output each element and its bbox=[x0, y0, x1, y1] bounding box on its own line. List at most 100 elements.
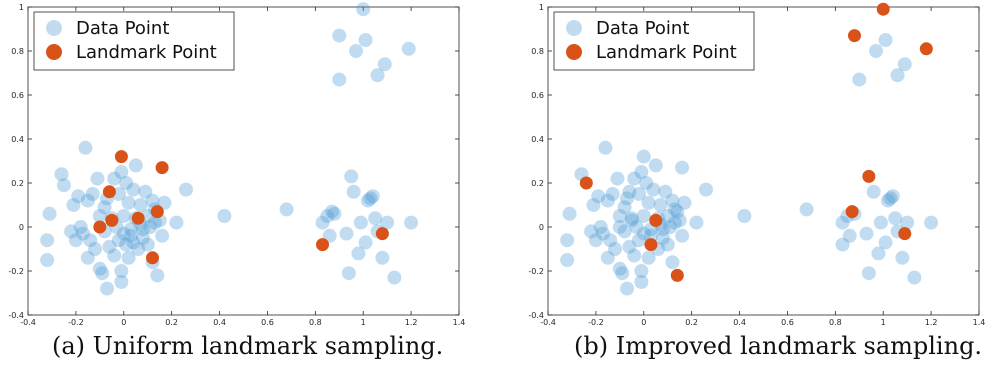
data-point-marker bbox=[612, 220, 627, 234]
x-tick-label: 1.4 bbox=[453, 318, 466, 327]
data-point-marker bbox=[600, 193, 615, 208]
data-point-marker bbox=[114, 165, 129, 179]
data-point-marker bbox=[54, 167, 69, 182]
landmark-point-marker bbox=[375, 227, 389, 241]
x-tick-label: 0.6 bbox=[261, 318, 274, 327]
data-point-marker bbox=[387, 270, 402, 285]
x-tick-label: -0.2 bbox=[588, 318, 604, 327]
landmark-point-marker bbox=[102, 185, 116, 199]
data-point-marker bbox=[861, 266, 876, 281]
data-point-marker bbox=[339, 226, 354, 241]
x-tick-label: 0.4 bbox=[733, 318, 746, 327]
data-point-marker bbox=[852, 72, 867, 87]
series-landmark-points bbox=[579, 2, 933, 282]
data-point-marker bbox=[90, 171, 105, 186]
data-point-marker bbox=[325, 204, 340, 219]
scatter-panel-a: -0.4 -0.2 0 0.2 0.4 0.6 0.8 1 1.2 1.4 -0.4 -0.2 0 0.2… bbox=[0, 0, 468, 334]
data-point-marker bbox=[123, 228, 138, 243]
data-point-marker bbox=[332, 72, 347, 87]
data-point-marker bbox=[126, 235, 141, 250]
data-point-marker bbox=[560, 253, 575, 267]
y-tick-label: 0.8 bbox=[531, 47, 544, 56]
landmark-point-marker bbox=[155, 161, 169, 175]
x-tick-label: 0.2 bbox=[685, 318, 698, 327]
data-point-marker bbox=[68, 233, 83, 248]
data-point-marker bbox=[83, 233, 98, 248]
x-tick-label: 0.4 bbox=[213, 318, 226, 327]
landmark-point-marker bbox=[146, 251, 160, 265]
data-point-marker bbox=[653, 198, 668, 212]
scatter-panel-b: -0.4 -0.2 0 0.2 0.4 0.6 0.8 1 1.2 1.4 -0.4 -0.2 0 0.2… bbox=[520, 0, 988, 334]
data-point-marker bbox=[102, 239, 117, 254]
data-point-marker bbox=[842, 228, 857, 243]
legend-marker bbox=[566, 44, 582, 60]
data-point-marker bbox=[71, 189, 86, 204]
data-point-marker bbox=[663, 220, 678, 234]
landmark-point-marker bbox=[93, 220, 107, 234]
legend-marker bbox=[46, 20, 62, 36]
data-point-marker bbox=[351, 246, 366, 261]
x-tick-label: 0 bbox=[121, 318, 126, 327]
landmark-point-marker bbox=[644, 238, 658, 252]
landmark-point-marker bbox=[579, 176, 593, 190]
data-point-marker bbox=[358, 33, 373, 47]
y-tick-label: 0.6 bbox=[531, 91, 544, 100]
data-point-marker bbox=[667, 202, 682, 217]
data-point-marker bbox=[658, 184, 673, 199]
data-point-marker bbox=[665, 255, 680, 270]
data-point-marker bbox=[85, 187, 100, 201]
data-point-marker bbox=[660, 209, 675, 223]
data-point-marker bbox=[608, 242, 623, 256]
data-point-marker bbox=[363, 191, 378, 206]
x-tick-label: -0.4 bbox=[20, 318, 36, 327]
data-point-marker bbox=[639, 176, 654, 190]
data-point-marker bbox=[126, 182, 141, 197]
data-point-marker bbox=[80, 193, 95, 208]
data-point-marker bbox=[593, 220, 608, 234]
x-tick-label: 1.4 bbox=[973, 318, 986, 327]
data-point-marker bbox=[627, 171, 642, 186]
data-point-marker bbox=[835, 237, 850, 252]
landmark-point-marker bbox=[105, 213, 119, 227]
y-tick-label: 0.4 bbox=[11, 135, 24, 144]
data-point-marker bbox=[123, 222, 138, 237]
data-point-marker bbox=[588, 233, 603, 248]
data-point-marker bbox=[114, 275, 129, 289]
data-point-marker bbox=[320, 209, 335, 223]
legend-marker bbox=[46, 44, 62, 60]
data-point-marker bbox=[73, 220, 88, 234]
data-point-marker bbox=[699, 182, 714, 197]
data-point-marker bbox=[612, 261, 627, 276]
data-point-marker bbox=[634, 264, 649, 278]
data-point-marker bbox=[64, 224, 79, 239]
data-point-marker bbox=[88, 242, 103, 256]
x-tick-label: 1 bbox=[361, 318, 366, 327]
data-point-marker bbox=[670, 204, 685, 219]
data-point-marker bbox=[121, 250, 136, 265]
data-point-marker bbox=[878, 33, 893, 47]
landmark-point-marker bbox=[919, 42, 933, 56]
data-point-marker bbox=[631, 233, 646, 248]
data-point-marker bbox=[627, 248, 642, 263]
y-tick-label: 0.6 bbox=[11, 91, 24, 100]
data-point-marker bbox=[353, 215, 368, 230]
data-point-marker bbox=[596, 226, 611, 241]
data-point-marker bbox=[147, 215, 162, 230]
data-point-marker bbox=[634, 165, 649, 179]
y-tick-label: 1 bbox=[19, 3, 24, 12]
data-point-marker bbox=[600, 250, 615, 265]
data-point-marker bbox=[97, 200, 112, 215]
data-point-marker bbox=[610, 171, 625, 186]
data-point-marker bbox=[646, 182, 661, 197]
data-point-marker bbox=[620, 191, 635, 206]
data-point-marker bbox=[92, 261, 107, 276]
data-point-marker bbox=[95, 266, 110, 281]
data-point-marker bbox=[881, 193, 896, 208]
data-point-marker bbox=[107, 171, 122, 186]
data-point-marker bbox=[138, 184, 153, 199]
data-point-marker bbox=[677, 195, 692, 210]
data-point-marker bbox=[100, 281, 115, 296]
data-point-marker bbox=[155, 228, 170, 243]
data-point-marker bbox=[675, 160, 690, 175]
data-point-marker bbox=[885, 189, 900, 204]
